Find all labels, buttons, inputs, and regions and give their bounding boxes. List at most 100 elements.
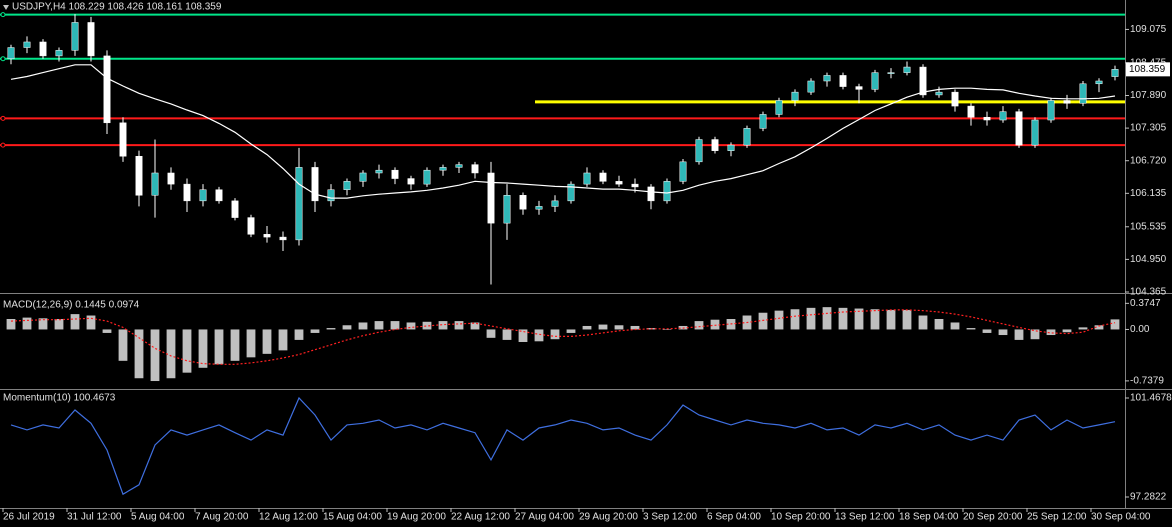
candle-body: [407, 178, 415, 185]
y-tick-label: 109.075: [1130, 24, 1167, 35]
histogram-bar: [1078, 327, 1088, 330]
histogram-bar: [262, 329, 272, 354]
candle-body: [567, 183, 575, 202]
histogram-bar: [518, 329, 528, 342]
candle-body: [343, 181, 351, 190]
histogram-bar: [1110, 319, 1120, 330]
candle-body: [1063, 100, 1071, 104]
candle-body: [327, 189, 335, 202]
candle-body: [439, 167, 447, 171]
candle-body: [119, 122, 127, 157]
histogram-bar: [614, 325, 624, 330]
x-tick-label: 18 Sep 04:00: [899, 512, 959, 523]
candle-body: [39, 41, 47, 57]
x-tick-label: 30 Sep 04:00: [1091, 512, 1151, 523]
candle-body: [71, 22, 79, 51]
x-tick-label: 13 Sep 12:00: [835, 512, 895, 523]
candle-body: [87, 22, 95, 57]
histogram-bar: [966, 328, 976, 330]
x-tick-label: 27 Aug 04:00: [515, 512, 574, 523]
candle-body: [679, 161, 687, 182]
last-price-label: 108.359: [1129, 64, 1166, 75]
x-tick-label: 22 Aug 12:00: [451, 512, 510, 523]
candle-body: [999, 111, 1007, 121]
histogram-bar: [902, 309, 912, 330]
candle-body: [23, 41, 31, 48]
candle-body: [295, 167, 303, 241]
candle-body: [135, 156, 143, 196]
candle-body: [967, 105, 975, 118]
histogram-bar: [214, 329, 224, 365]
candle-body: [359, 172, 367, 182]
histogram-bar: [406, 322, 416, 330]
histogram-bar: [374, 321, 384, 330]
histogram-bar: [870, 309, 880, 330]
histogram-bar: [566, 329, 576, 333]
y-tick-label: 101.4678: [1130, 393, 1172, 404]
last-price-box: [1126, 62, 1170, 77]
candle-body: [631, 183, 639, 188]
candle-body: [391, 169, 399, 179]
candle-body: [919, 66, 927, 96]
candle-body: [7, 47, 15, 59]
histogram-bar: [102, 329, 112, 333]
candle-body: [151, 172, 159, 196]
x-tick-label: 15 Aug 04:00: [323, 512, 382, 523]
candle-body: [1111, 69, 1119, 77]
candle-body: [951, 91, 959, 107]
candle-body: [375, 169, 383, 174]
histogram-bar: [134, 329, 144, 379]
candle-body: [775, 100, 783, 115]
candle-body: [807, 80, 815, 93]
panel-title: USDJPY,H4 108.229 108.426 108.161 108.35…: [12, 2, 222, 13]
histogram-bar: [806, 307, 816, 330]
x-tick-label: 3 Sep 12:00: [643, 512, 697, 523]
histogram-bar: [1062, 329, 1072, 333]
level-handle: [0, 12, 6, 18]
level-handle: [0, 142, 6, 148]
candle-body: [231, 200, 239, 218]
candle-body: [823, 75, 831, 82]
y-tick-label: 107.890: [1130, 90, 1167, 101]
candle-body: [183, 183, 191, 202]
histogram-bar: [6, 319, 16, 330]
panel-title: MACD(12,26,9) 0.1445 0.0974: [3, 300, 140, 311]
histogram-bar: [630, 325, 640, 330]
y-tick-label: 104.365: [1130, 287, 1167, 298]
histogram-bar: [582, 325, 592, 330]
candle-body: [1095, 80, 1103, 85]
histogram-bar: [774, 310, 784, 330]
x-tick-label: 29 Aug 20:00: [579, 512, 638, 523]
candle-body: [1079, 83, 1087, 104]
signal-line: [10, 309, 1116, 365]
histogram-bar: [790, 309, 800, 330]
x-tick-label: 25 Sep 12:00: [1027, 512, 1087, 523]
candle-body: [871, 72, 879, 90]
y-tick-label: 0.3747: [1130, 298, 1161, 309]
x-tick-label: 26 Jul 2019: [3, 512, 55, 523]
histogram-bar: [758, 312, 768, 330]
level-handle: [0, 56, 6, 62]
candle-body: [599, 172, 607, 182]
momentum-line: [10, 396, 1116, 496]
menu-arrow: [3, 5, 9, 10]
histogram-bar: [22, 317, 32, 330]
candle-body: [455, 164, 463, 168]
candle-body: [759, 114, 767, 129]
candle-body: [791, 91, 799, 101]
histogram-bar: [86, 315, 96, 330]
candle-body: [1047, 100, 1055, 121]
candle-body: [743, 128, 751, 146]
histogram-bar: [470, 322, 480, 330]
x-tick-label: 12 Aug 12:00: [259, 512, 318, 523]
histogram-bar: [182, 329, 192, 373]
histogram-bar: [70, 314, 80, 330]
candle-body: [167, 172, 175, 185]
histogram-bar: [998, 329, 1008, 336]
histogram-bar: [550, 329, 560, 340]
candle-body: [695, 139, 703, 163]
candle-body: [903, 66, 911, 73]
histogram-bar: [662, 329, 672, 330]
